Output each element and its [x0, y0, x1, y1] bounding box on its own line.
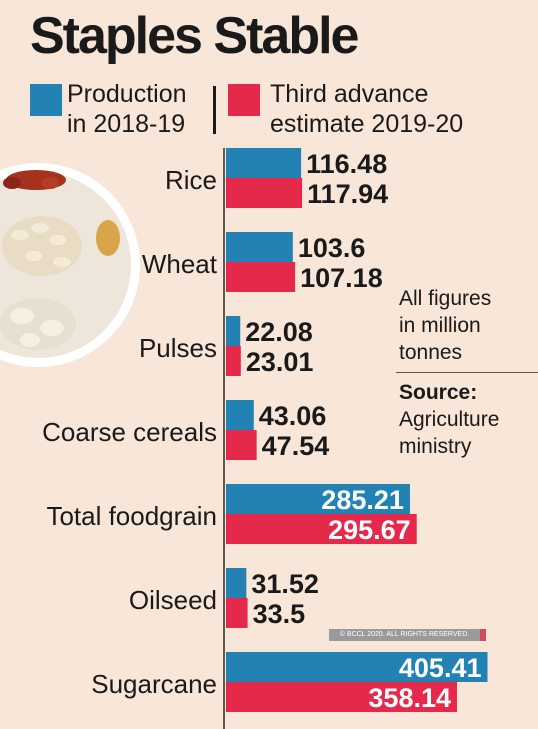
value-label-estimate-wheat: 107.18: [300, 263, 383, 293]
bar-estimate-total-foodgrain: [226, 514, 417, 544]
note-divider: [396, 372, 538, 373]
source-line1: Agriculture: [399, 408, 500, 431]
value-label-production-total-foodgrain: 285.21: [321, 485, 404, 515]
bar-estimate-rice: [226, 178, 303, 208]
units-note-line3: tonnes: [399, 341, 463, 364]
category-label-rice: Rice: [165, 165, 217, 195]
category-label-sugarcane: Sugarcane: [91, 669, 217, 699]
units-note: All figures in million tonnes: [399, 285, 491, 366]
value-label-estimate-rice: 117.94: [307, 179, 388, 209]
bar-estimate-coarse-cereals: [226, 430, 257, 460]
source-label: Source:: [399, 381, 478, 404]
bar-estimate-sugarcane: [226, 682, 458, 712]
legend-label-estimate-line2: estimate 2019-20: [270, 110, 464, 138]
source-note: Source: Agriculture ministry: [399, 379, 499, 460]
copyright-accent: [480, 629, 486, 641]
category-label-coarse-cereals: Coarse cereals: [42, 417, 217, 447]
bar-production-rice: [226, 148, 302, 178]
value-label-estimate-sugarcane: 358.14: [368, 683, 451, 713]
value-label-estimate-pulses: 23.01: [246, 347, 314, 377]
legend-swatch-estimate: [228, 84, 260, 116]
bar-production-wheat: [226, 232, 293, 262]
value-label-estimate-coarse-cereals: 47.54: [262, 431, 330, 461]
value-label-production-pulses: 22.08: [245, 317, 313, 347]
bar-production-sugarcane: [226, 652, 488, 682]
bar-estimate-wheat: [226, 262, 296, 292]
bar-production-coarse-cereals: [226, 400, 254, 430]
chart-title: Staples Stable: [30, 7, 359, 65]
legend-divider: [213, 86, 216, 134]
value-label-production-oilseed: 31.52: [251, 569, 319, 599]
bar-estimate-oilseed: [226, 598, 248, 628]
bar-estimate-pulses: [226, 346, 241, 376]
bar-production-pulses: [226, 316, 241, 346]
bar-production-oilseed: [226, 568, 247, 598]
units-note-line2: in million: [399, 314, 481, 337]
value-label-production-rice: 116.48: [306, 149, 387, 179]
value-label-production-sugarcane: 405.41: [399, 653, 482, 683]
legend-label-production: Production in 2018-19: [67, 79, 187, 139]
category-label-total-foodgrain: Total foodgrain: [46, 501, 217, 531]
legend-label-production-line2: in 2018-19: [67, 110, 186, 138]
value-label-production-coarse-cereals: 43.06: [259, 401, 327, 431]
copyright-notice: © BCCL 2020. ALL RIGHTS RESERVED.: [329, 629, 480, 641]
value-label-estimate-oilseed: 33.5: [253, 599, 306, 629]
bar-production-total-foodgrain: [226, 484, 410, 514]
category-label-wheat: Wheat: [142, 249, 218, 279]
value-label-estimate-total-foodgrain: 295.67: [328, 515, 411, 545]
legend-swatch-production: [30, 84, 62, 116]
value-label-production-wheat: 103.6: [298, 233, 366, 263]
category-label-oilseed: Oilseed: [129, 585, 217, 615]
legend-label-estimate: Third advance estimate 2019-20: [270, 79, 463, 139]
category-label-pulses: Pulses: [139, 333, 217, 363]
legend-label-estimate-line1: Third advance: [270, 80, 429, 108]
source-line2: ministry: [399, 435, 472, 458]
legend-label-production-line1: Production: [67, 80, 187, 108]
units-note-line1: All figures: [399, 287, 492, 310]
grain-plate-image: [0, 163, 140, 367]
